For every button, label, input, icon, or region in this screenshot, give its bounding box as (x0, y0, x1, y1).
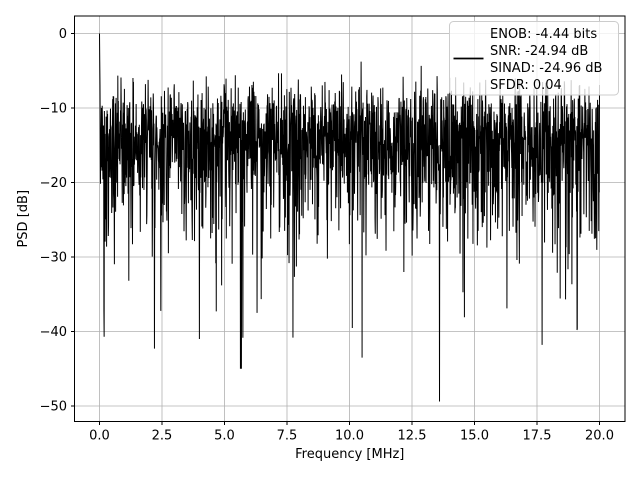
x-tick-label: 20.0 (585, 429, 614, 444)
x-tick-label: 12.5 (398, 429, 427, 444)
psd-series (99, 33, 600, 402)
y-tick-label: −40 (40, 325, 67, 340)
y-tick-label: −50 (40, 400, 67, 415)
y-tick-label: −30 (40, 251, 67, 266)
legend-label-sinad: SINAD: -24.96 dB (490, 61, 602, 76)
legend-label-enob: ENOB: -4.44 bits (490, 27, 597, 42)
y-axis-ticks: 0 −10 −20 −30 −40 −50 (40, 27, 75, 415)
x-axis-ticks: 0.0 2.5 5.0 7.5 10.0 12.5 15.0 17.5 20.0 (89, 421, 614, 444)
x-tick-label: 2.5 (152, 429, 173, 444)
y-tick-label: 0 (59, 27, 67, 42)
psd-series-line (99, 33, 600, 402)
y-axis-label: PSD [dB] (16, 190, 31, 248)
y-tick-label: −10 (40, 102, 67, 117)
x-tick-label: 10.0 (335, 429, 364, 444)
legend-label-sfdr: SFDR: 0.04 (490, 78, 562, 93)
x-tick-label: 0.0 (89, 429, 110, 444)
x-tick-label: 15.0 (460, 429, 489, 444)
legend-box (449, 21, 619, 96)
legend: ENOB: -4.44 bits SNR: -24.94 dB SINAD: -… (449, 21, 619, 96)
x-tick-label: 7.5 (277, 429, 298, 444)
x-tick-label: 5.0 (214, 429, 235, 444)
y-tick-label: −20 (40, 176, 67, 191)
x-axis-label: Frequency [MHz] (295, 447, 404, 462)
legend-label-snr: SNR: -24.94 dB (490, 44, 588, 59)
x-tick-label: 17.5 (523, 429, 552, 444)
